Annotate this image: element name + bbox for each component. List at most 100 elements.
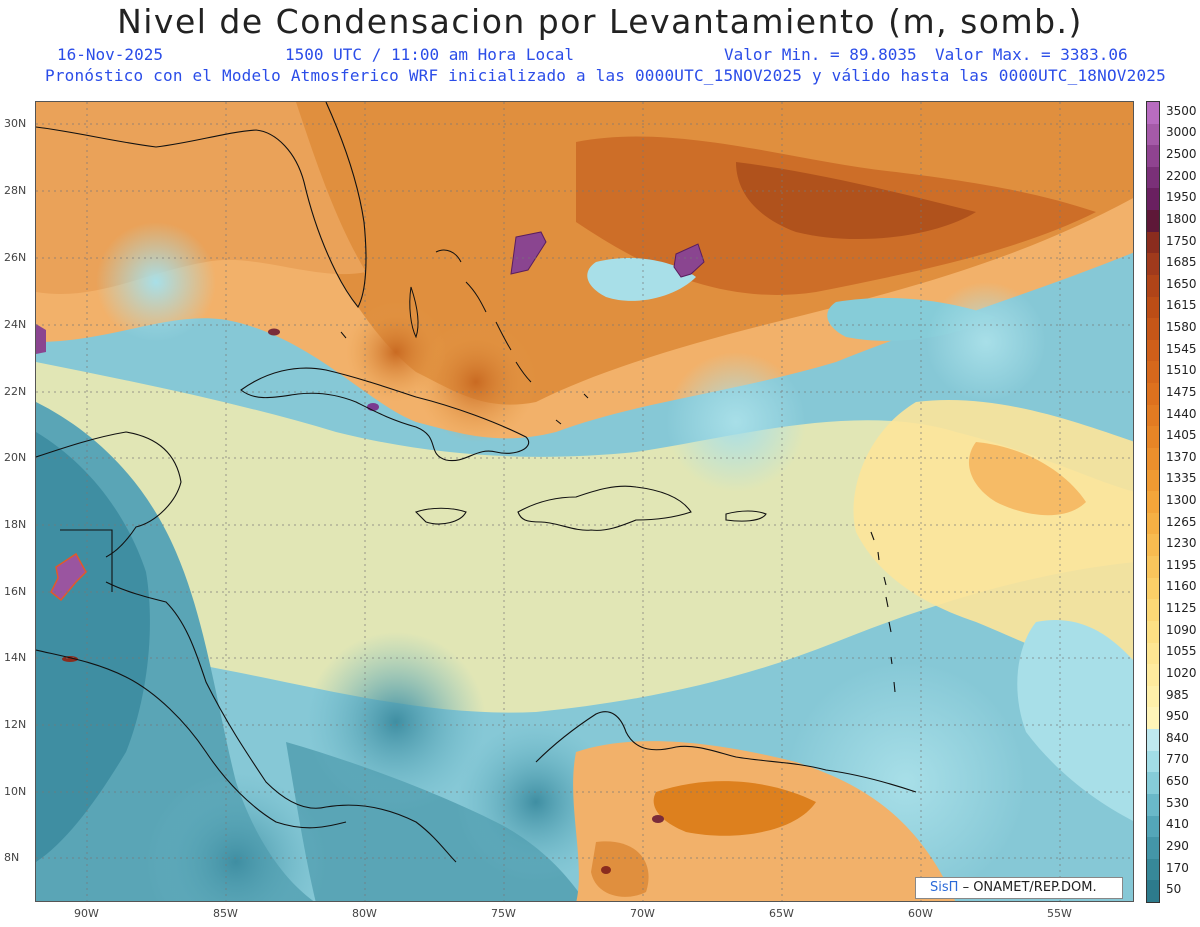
colorbar-label: 1370 [1166, 449, 1197, 464]
lon-label: 75W [491, 907, 516, 920]
colorbar-segment [1147, 145, 1159, 168]
colorbar-segment [1147, 664, 1159, 687]
model-info: Pronóstico con el Modelo Atmosferico WRF… [45, 66, 1166, 85]
colorbar-segment [1147, 274, 1159, 298]
colorbar-segment [1147, 750, 1159, 773]
colorbar-segment [1147, 166, 1159, 189]
colorbar-label: 410 [1166, 817, 1189, 832]
colorbar-label: 1265 [1166, 514, 1197, 529]
credit-box: SisΠ – ONAMET/REP.DOM. [915, 877, 1123, 899]
lat-label: 10N [4, 785, 27, 798]
colorbar-segment [1147, 880, 1159, 903]
colorbar-segment [1147, 491, 1159, 514]
colorbar-segment [1147, 685, 1159, 708]
colorbar-segment [1147, 858, 1159, 881]
forecast-time: 1500 UTC / 11:00 am Hora Local [285, 45, 574, 64]
colorbar-label: 1020 [1166, 665, 1197, 680]
colorbar-segment [1147, 210, 1159, 233]
colorbar-segment [1147, 318, 1159, 341]
colorbar-label: 2200 [1166, 168, 1197, 183]
colorbar-label: 2500 [1166, 147, 1197, 162]
colorbar-label: 1230 [1166, 536, 1197, 551]
colorbar-segment [1147, 577, 1159, 600]
colorbar-label: 3500 [1166, 103, 1197, 118]
colorbar-label: 1160 [1166, 579, 1197, 594]
colorbar-segment [1147, 404, 1159, 427]
colorbar-segment [1147, 383, 1159, 406]
credit-text: – ONAMET/REP.DOM. [962, 880, 1097, 895]
colorbar-segment [1147, 469, 1159, 492]
lat-label: 12N [4, 718, 27, 731]
colorbar-segment [1147, 772, 1159, 795]
colorbar-label: 530 [1166, 795, 1189, 810]
colorbar-segment [1147, 339, 1159, 362]
lon-label: 70W [630, 907, 655, 920]
colorbar-segment [1147, 707, 1159, 730]
colorbar-label: 170 [1166, 860, 1189, 875]
colorbar-label: 950 [1166, 709, 1189, 724]
colorbar [1146, 101, 1160, 903]
colorbar-segment [1147, 296, 1159, 319]
colorbar-segment [1147, 556, 1159, 579]
colorbar-label: 840 [1166, 730, 1189, 745]
colorbar-label: 1615 [1166, 298, 1197, 313]
colorbar-segment [1147, 620, 1159, 644]
colorbar-label: 1405 [1166, 428, 1197, 443]
colorbar-label: 1055 [1166, 644, 1197, 659]
lat-label: 20N [4, 451, 27, 464]
colorbar-label: 3000 [1166, 125, 1197, 140]
colorbar-segment [1147, 815, 1159, 838]
colorbar-segment [1147, 642, 1159, 665]
colorbar-segment [1147, 512, 1159, 535]
lat-label: 24N [4, 318, 27, 331]
colorbar-label: 1440 [1166, 406, 1197, 421]
lat-label: 30N [4, 117, 27, 130]
colorbar-label: 1950 [1166, 190, 1197, 205]
lon-label: 85W [213, 907, 238, 920]
colorbar-label: 985 [1166, 687, 1189, 702]
colorbar-label: 1580 [1166, 320, 1197, 335]
colorbar-segment [1147, 447, 1159, 471]
colorbar-label: 1195 [1166, 557, 1197, 572]
colorbar-segment [1147, 426, 1159, 449]
forecast-date: 16-Nov-2025 [57, 45, 163, 64]
lat-label: 18N [4, 518, 27, 531]
colorbar-label: 50 [1166, 882, 1182, 897]
colorbar-label: 1300 [1166, 493, 1197, 507]
lat-label: 28N [4, 184, 27, 197]
colorbar-label: 1475 [1166, 384, 1197, 399]
colorbar-segment [1147, 231, 1159, 254]
colorbar-label: 1750 [1166, 233, 1197, 248]
lat-label: 22N [4, 385, 27, 398]
lat-label: 16N [4, 585, 27, 598]
value-min: Valor Min. = 89.8035 [724, 45, 917, 64]
map-title: Nivel de Condensacion por Levantamiento … [117, 2, 1083, 41]
lat-label: 26N [4, 251, 27, 264]
colorbar-label: 1510 [1166, 363, 1197, 378]
colorbar-segment [1147, 599, 1159, 622]
lcl-map [35, 101, 1134, 902]
lat-label: 8N [4, 851, 20, 864]
colorbar-segment [1147, 534, 1159, 557]
colorbar-label: 1545 [1166, 341, 1197, 356]
colorbar-label: 1125 [1166, 601, 1197, 616]
colorbar-segment [1147, 102, 1159, 125]
sispi-logo: SisΠ [930, 880, 959, 895]
lon-label: 60W [908, 907, 933, 920]
colorbar-label: 1090 [1166, 622, 1197, 637]
colorbar-segment [1147, 188, 1159, 211]
colorbar-segment [1147, 729, 1159, 752]
lon-label: 55W [1047, 907, 1072, 920]
colorbar-label: 1335 [1166, 471, 1197, 486]
colorbar-label: 1800 [1166, 211, 1197, 226]
colorbar-label: 650 [1166, 774, 1189, 789]
colorbar-segment [1147, 123, 1159, 146]
lon-label: 80W [352, 907, 377, 920]
colorbar-segment [1147, 361, 1159, 384]
colorbar-label: 290 [1166, 838, 1189, 853]
colorbar-segment [1147, 837, 1159, 860]
colorbar-label: 1685 [1166, 255, 1197, 270]
colorbar-label: 770 [1166, 752, 1189, 767]
lon-label: 90W [74, 907, 99, 920]
value-max: Valor Max. = 3383.06 [935, 45, 1128, 64]
